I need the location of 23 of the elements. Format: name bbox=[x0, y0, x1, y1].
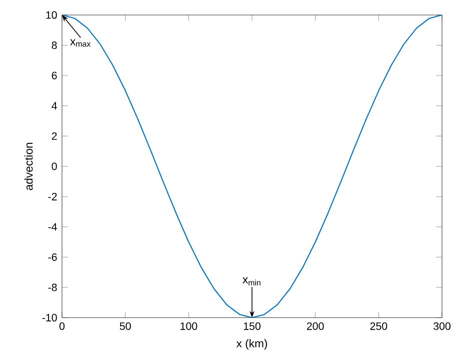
x-tick-label: 300 bbox=[434, 322, 450, 330]
y-tick-label: 10 bbox=[46, 11, 57, 19]
annotation: x$_{max}$ bbox=[70, 39, 91, 47]
x-tick-label: 100 bbox=[180, 322, 198, 330]
y-tick-label: -10 bbox=[42, 314, 57, 322]
y-tick-label: -4 bbox=[48, 223, 57, 231]
y-axis-title: advection bbox=[24, 142, 33, 190]
y-tick-label: 8 bbox=[52, 42, 57, 50]
y-tick-label: 4 bbox=[52, 102, 57, 110]
x-tick-label: 200 bbox=[306, 322, 324, 330]
line-series bbox=[62, 15, 442, 318]
y-tick-label: -2 bbox=[48, 192, 57, 200]
y-tick-label: 2 bbox=[52, 132, 57, 140]
x-axis-title: x (km) bbox=[236, 339, 268, 350]
x-tick-label: 50 bbox=[120, 322, 131, 330]
x-tick-label: 0 bbox=[59, 322, 65, 330]
y-tick-label: -8 bbox=[48, 284, 57, 292]
annotation: x$_{min}$ bbox=[242, 277, 260, 286]
y-tick-label: 0 bbox=[52, 162, 57, 170]
y-tick-label: 6 bbox=[52, 72, 57, 80]
y-tick-label: -6 bbox=[48, 253, 57, 261]
x-tick-label: 150 bbox=[244, 322, 260, 330]
x-tick-label: 250 bbox=[370, 322, 388, 330]
